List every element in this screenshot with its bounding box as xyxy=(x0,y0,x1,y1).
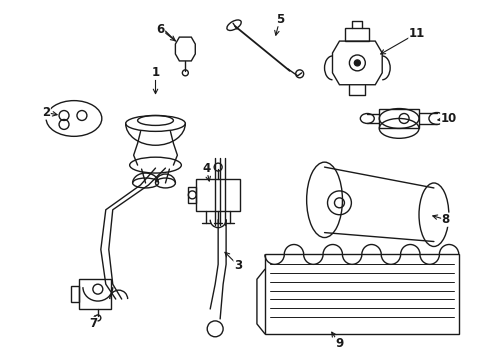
Text: 11: 11 xyxy=(408,27,424,40)
Text: 6: 6 xyxy=(156,23,164,36)
Text: 1: 1 xyxy=(151,66,159,79)
Circle shape xyxy=(354,60,360,66)
Text: 10: 10 xyxy=(440,112,456,125)
Text: 2: 2 xyxy=(42,106,50,119)
Text: 9: 9 xyxy=(335,337,343,350)
Text: 7: 7 xyxy=(89,318,97,330)
Bar xyxy=(379,109,418,129)
Text: 5: 5 xyxy=(275,13,284,26)
Text: 8: 8 xyxy=(441,213,449,226)
Text: 3: 3 xyxy=(233,259,242,272)
Text: 4: 4 xyxy=(202,162,210,175)
Bar xyxy=(345,28,368,41)
